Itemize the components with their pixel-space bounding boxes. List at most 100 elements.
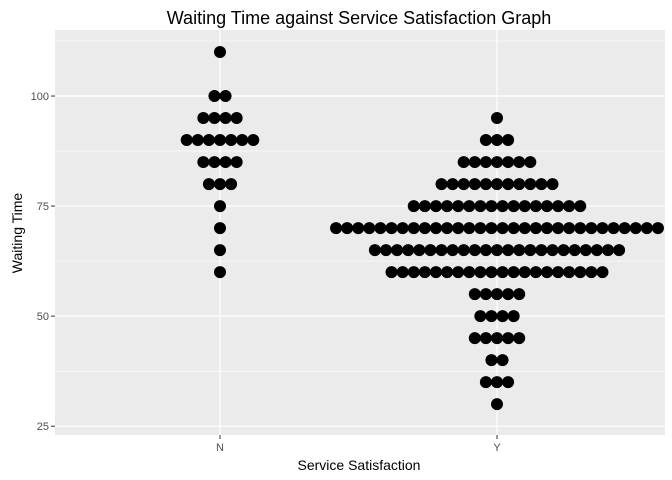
data-point (491, 156, 503, 169)
data-point (552, 200, 565, 213)
data-point (563, 266, 576, 279)
data-point (468, 244, 481, 257)
data-point (374, 222, 387, 235)
data-point (546, 178, 559, 191)
data-point (502, 134, 515, 147)
data-point (214, 244, 226, 257)
data-point (236, 134, 249, 147)
data-point (496, 200, 509, 213)
data-point (446, 178, 459, 191)
data-point (651, 222, 664, 235)
data-point (441, 200, 454, 213)
data-point (529, 222, 542, 235)
data-point (479, 178, 492, 191)
chart-title: Waiting Time against Service Satisfactio… (167, 8, 552, 28)
data-point (424, 244, 437, 257)
data-point (435, 178, 448, 191)
data-point (479, 376, 492, 389)
data-point (208, 112, 221, 125)
data-point (418, 222, 431, 235)
data-point (479, 134, 492, 147)
data-point (502, 332, 515, 345)
data-point (540, 222, 553, 235)
data-point (585, 266, 598, 279)
data-point (491, 398, 503, 411)
data-point (214, 222, 226, 235)
data-point (496, 310, 509, 323)
data-point (502, 244, 515, 257)
data-point (502, 156, 515, 169)
data-point (607, 222, 620, 235)
data-point (552, 222, 565, 235)
data-point (230, 156, 243, 169)
data-point (557, 244, 570, 257)
data-point (407, 222, 420, 235)
data-point (491, 288, 503, 301)
y-tick-label: 50 (37, 311, 49, 323)
data-point (429, 266, 442, 279)
data-point (563, 222, 576, 235)
data-point (485, 222, 498, 235)
data-point (629, 222, 642, 235)
data-point (524, 178, 537, 191)
data-point (468, 332, 481, 345)
data-point (518, 200, 531, 213)
data-point (474, 200, 487, 213)
data-point (225, 134, 238, 147)
data-point (457, 178, 470, 191)
data-point (402, 244, 415, 257)
data-point (546, 244, 559, 257)
data-point (491, 112, 503, 125)
data-point (496, 222, 509, 235)
data-point (502, 288, 515, 301)
data-point (435, 244, 448, 257)
data-point (524, 156, 537, 169)
data-point (197, 112, 210, 125)
data-point (596, 266, 609, 279)
data-point (507, 266, 520, 279)
data-point (513, 178, 526, 191)
data-point (491, 134, 503, 147)
data-point (429, 200, 442, 213)
data-point (214, 266, 226, 279)
data-point (208, 156, 221, 169)
data-point (491, 376, 503, 389)
y-tick-label: 75 (37, 201, 49, 213)
data-point (563, 200, 576, 213)
data-point (479, 288, 492, 301)
data-point (518, 266, 531, 279)
data-point (247, 134, 260, 147)
data-point (507, 310, 520, 323)
data-point (368, 244, 381, 257)
data-point (496, 354, 509, 367)
data-point (524, 244, 537, 257)
data-point (230, 112, 243, 125)
data-point (214, 178, 226, 191)
data-point (585, 222, 598, 235)
data-point (540, 266, 553, 279)
data-point (485, 354, 498, 367)
data-point (202, 134, 215, 147)
data-point (640, 222, 653, 235)
data-point (474, 310, 487, 323)
data-point (396, 222, 409, 235)
data-point (574, 222, 587, 235)
data-point (502, 376, 515, 389)
data-point (474, 266, 487, 279)
data-point (552, 266, 565, 279)
data-point (352, 222, 365, 235)
data-point (341, 222, 354, 235)
data-point (613, 244, 626, 257)
data-point (380, 244, 392, 257)
data-point (507, 200, 520, 213)
data-point (407, 266, 420, 279)
data-point (385, 222, 398, 235)
data-point (468, 288, 481, 301)
data-point (485, 266, 498, 279)
data-point (396, 266, 409, 279)
data-point (568, 244, 581, 257)
y-tick-label: 100 (31, 91, 49, 103)
data-point (214, 46, 226, 59)
